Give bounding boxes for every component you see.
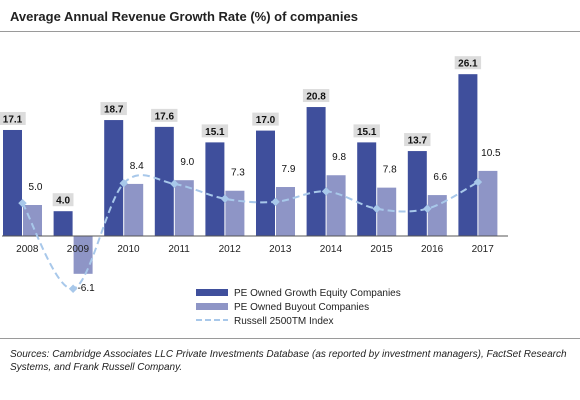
- value-label-buyout-2017: 10.5: [481, 148, 501, 159]
- x-tick-2016: 2016: [421, 244, 444, 255]
- value-label-growth-2011: 17.6: [155, 111, 175, 122]
- bar-growth-2017: [458, 74, 478, 237]
- x-tick-labels: 2008 2009 2010 2011 2012 2013 2014 2015 2016 2017: [16, 244, 494, 255]
- label-box-growth-2009: [52, 193, 74, 207]
- value-label-buyout-2013: 7.9: [282, 164, 296, 175]
- russell-point-2014: [321, 187, 331, 196]
- russell-point-2011: [170, 179, 179, 189]
- x-tick-2008: 2008: [16, 244, 39, 255]
- label-box-growth-2017: [454, 56, 482, 70]
- bar-growth-2014: [306, 107, 326, 236]
- russell-points: [18, 177, 483, 293]
- bar-buyout-2011: [174, 180, 194, 236]
- legend-swatch-growth: [196, 289, 228, 296]
- labels-layer: 17.1 5.0 4.0 -6.1 18.7 8.4 17.6 9.0 15.1 7.3 17.0 7…: [0, 56, 501, 294]
- chart-title: Average Annual Revenue Growth Rate (%) o…: [10, 9, 358, 24]
- value-label-growth-2016: 13.7: [408, 136, 428, 147]
- bar-buyout-2010: [124, 183, 144, 236]
- label-box-growth-2015: [353, 124, 380, 138]
- bar-growth-2015: [357, 142, 377, 236]
- x-tick-2014: 2014: [320, 244, 343, 255]
- source-note: Sources: Cambridge Associates LLC Privat…: [10, 349, 567, 373]
- value-label-buyout-2009: -6.1: [77, 283, 95, 294]
- russell-point-2012: [220, 194, 230, 204]
- legend-label-growth: PE Owned Growth Equity Companies: [234, 288, 401, 299]
- bar-buyout-2012: [225, 190, 245, 236]
- label-box-growth-2016: [404, 133, 431, 147]
- value-label-growth-2015: 15.1: [357, 127, 377, 138]
- bar-buyout-2017: [478, 170, 498, 236]
- value-label-buyout-2008: 5.0: [29, 182, 43, 193]
- value-label-buyout-2016: 6.6: [433, 172, 447, 183]
- title-divider: [0, 31, 580, 32]
- russell-line: [21, 174, 479, 290]
- x-tick-2015: 2015: [370, 244, 393, 255]
- value-label-growth-2010: 18.7: [104, 105, 124, 116]
- bar-buyout-2016: [427, 195, 447, 236]
- legend-swatch-buyout: [196, 303, 228, 310]
- value-label-buyout-2014: 9.8: [332, 152, 346, 163]
- bar-growth-2008: [3, 129, 22, 236]
- russell-point-2016: [423, 204, 432, 213]
- russell-point-2010: [119, 179, 128, 188]
- bar-growth-2012: [205, 142, 225, 236]
- value-label-growth-2008: 17.1: [3, 114, 23, 125]
- value-label-buyout-2010: 8.4: [130, 161, 144, 172]
- x-tick-2017: 2017: [472, 244, 495, 255]
- value-label-growth-2009: 4.0: [56, 196, 70, 207]
- value-label-growth-2014: 20.8: [306, 92, 326, 103]
- label-box-growth-2010: [100, 102, 127, 116]
- chart-area: 17.1 5.0 4.0 -6.1 18.7 8.4 17.6 9.0 15.1 7.3 17.0 7…: [0, 56, 508, 327]
- russell-point-2013: [271, 197, 280, 207]
- value-label-buyout-2011: 9.0: [180, 157, 194, 168]
- x-tick-2010: 2010: [117, 244, 140, 255]
- bars-layer: [3, 74, 498, 274]
- bar-buyout-2009: [73, 236, 93, 274]
- russell-point-2015: [372, 204, 381, 213]
- legend: PE Owned Growth Equity Companies PE Owne…: [196, 288, 401, 327]
- bar-buyout-2014: [326, 175, 346, 236]
- russell-point-2017: [473, 177, 483, 187]
- russell-point-2009: [68, 284, 78, 293]
- x-tick-2011: 2011: [168, 244, 190, 255]
- legend-label-russell: Russell 2500TM Index: [234, 316, 334, 327]
- label-box-growth-2011: [151, 108, 178, 122]
- label-box-growth-2013: [252, 112, 279, 126]
- value-label-buyout-2015: 7.8: [383, 165, 397, 176]
- bar-buyout-2013: [276, 187, 295, 236]
- x-tick-2013: 2013: [269, 244, 292, 255]
- x-tick-2009: 2009: [67, 244, 90, 255]
- value-label-growth-2017: 26.1: [458, 59, 478, 70]
- x-tick-2012: 2012: [219, 244, 242, 255]
- bar-growth-2013: [256, 130, 275, 236]
- value-label-growth-2012: 15.1: [205, 127, 225, 138]
- bar-growth-2016: [407, 151, 427, 236]
- bar-buyout-2008: [23, 205, 42, 236]
- label-box-growth-2014: [302, 89, 330, 103]
- label-box-growth-2008: [0, 111, 26, 125]
- bar-growth-2009: [53, 211, 73, 236]
- bar-growth-2010: [104, 120, 124, 236]
- legend-label-buyout: PE Owned Buyout Companies: [234, 302, 369, 313]
- value-label-growth-2013: 17.0: [256, 115, 276, 126]
- value-label-buyout-2012: 7.3: [231, 168, 245, 179]
- label-box-growth-2012: [201, 124, 229, 138]
- bottom-divider: [0, 338, 580, 339]
- bar-buyout-2015: [377, 187, 397, 236]
